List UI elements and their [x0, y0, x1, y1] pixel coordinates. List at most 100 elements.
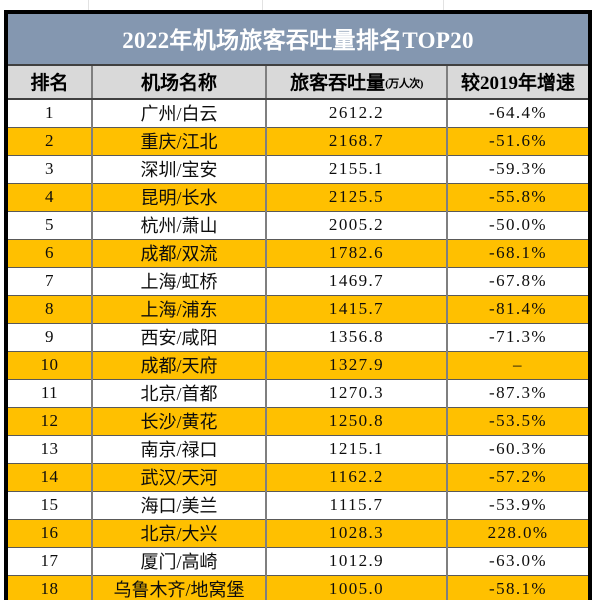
cell-throughput: 2125.5: [266, 183, 448, 212]
cell-throughput: 2005.2: [266, 211, 448, 240]
airport-ranking-table: 2022年机场旅客吞吐量排名TOP20 排名 机场名称 旅客吞吐量(万人次) 较…: [8, 14, 588, 600]
cell-growth: -51.6%: [447, 127, 588, 156]
table-row: 7 上海/虹桥 1469.7 -67.8%: [8, 267, 588, 296]
cell-growth: -67.8%: [447, 267, 588, 296]
table-row: 18 乌鲁木齐/地窝堡 1005.0 -58.1%: [8, 575, 588, 600]
cell-growth: -64.4%: [447, 99, 588, 128]
cell-rank: 11: [8, 379, 93, 408]
cell-rank: 18: [8, 575, 93, 600]
cell-airport: 上海/虹桥: [92, 267, 267, 296]
cell-growth: -58.1%: [447, 575, 588, 600]
cell-throughput: 1469.7: [266, 267, 448, 296]
cell-rank: 3: [8, 155, 93, 184]
cell-throughput: 2168.7: [266, 127, 448, 156]
column-header-throughput-label: 旅客吞吐量: [290, 72, 386, 94]
table-row: 6 成都/双流 1782.6 -68.1%: [8, 239, 588, 268]
cell-growth: -57.2%: [447, 463, 588, 492]
cell-growth: -53.5%: [447, 407, 588, 436]
column-header-throughput: 旅客吞吐量(万人次): [266, 65, 448, 100]
cell-rank: 17: [8, 547, 93, 576]
table-row: 9 西安/咸阳 1356.8 -71.3%: [8, 323, 588, 352]
cell-airport: 成都/双流: [92, 239, 267, 268]
cell-airport: 南京/禄口: [92, 435, 267, 464]
cell-growth: -59.3%: [447, 155, 588, 184]
cell-airport: 杭州/萧山: [92, 211, 267, 240]
cell-rank: 2: [8, 127, 93, 156]
table-header-row: 排名 机场名称 旅客吞吐量(万人次) 较2019年增速: [8, 65, 588, 100]
cell-rank: 8: [8, 295, 93, 324]
cell-growth: -50.0%: [447, 211, 588, 240]
cell-throughput: 1782.6: [266, 239, 448, 268]
table-row: 11 北京/首都 1270.3 -87.3%: [8, 379, 588, 408]
cell-airport: 乌鲁木齐/地窝堡: [92, 575, 267, 600]
table-row: 12 长沙/黄花 1250.8 -53.5%: [8, 407, 588, 436]
cell-rank: 13: [8, 435, 93, 464]
table-title-row: 2022年机场旅客吞吐量排名TOP20: [8, 14, 588, 66]
cell-airport: 重庆/江北: [92, 127, 267, 156]
cell-throughput: 2612.2: [266, 99, 448, 128]
table-row: 1 广州/白云 2612.2 -64.4%: [8, 99, 588, 128]
cell-throughput: 1162.2: [266, 463, 448, 492]
cell-throughput: 1005.0: [266, 575, 448, 600]
cell-growth: -55.8%: [447, 183, 588, 212]
cell-throughput: 1250.8: [266, 407, 448, 436]
table-row: 5 杭州/萧山 2005.2 -50.0%: [8, 211, 588, 240]
cell-airport: 成都/天府: [92, 351, 267, 380]
cell-airport: 武汉/天河: [92, 463, 267, 492]
cell-airport: 长沙/黄花: [92, 407, 267, 436]
cell-throughput: 1215.1: [266, 435, 448, 464]
sheet-gridline: [88, 0, 89, 10]
sheet-gridline: [443, 0, 444, 10]
column-header-airport: 机场名称: [92, 65, 267, 100]
cell-throughput: 1327.9: [266, 351, 448, 380]
cell-rank: 4: [8, 183, 93, 212]
cell-rank: 14: [8, 463, 93, 492]
cell-growth: –: [447, 351, 588, 380]
page-title: 2022年机场旅客吞吐量排名TOP20: [8, 14, 588, 66]
cell-airport: 西安/咸阳: [92, 323, 267, 352]
cell-throughput: 1270.3: [266, 379, 448, 408]
cell-rank: 1: [8, 99, 93, 128]
cell-growth: 228.0%: [447, 519, 588, 548]
cell-airport: 海口/美兰: [92, 491, 267, 520]
cell-airport: 广州/白云: [92, 99, 267, 128]
cell-growth: -87.3%: [447, 379, 588, 408]
table-row: 4 昆明/长水 2125.5 -55.8%: [8, 183, 588, 212]
cell-growth: -60.3%: [447, 435, 588, 464]
cell-throughput: 1012.9: [266, 547, 448, 576]
table-row: 10 成都/天府 1327.9–: [8, 351, 588, 380]
cell-throughput: 1028.3: [266, 519, 448, 548]
cell-growth: -53.9%: [447, 491, 588, 520]
table-body: 1 广州/白云 2612.2 -64.4% 2 重庆/江北 2168.7 -51.6% 3 深圳/…: [8, 99, 588, 600]
table-row: 2 重庆/江北 2168.7 -51.6%: [8, 127, 588, 156]
cell-rank: 16: [8, 519, 93, 548]
cell-rank: 10: [8, 351, 93, 380]
cell-airport: 深圳/宝安: [92, 155, 267, 184]
cell-rank: 7: [8, 267, 93, 296]
table-row: 14 武汉/天河 1162.2 -57.2%: [8, 463, 588, 492]
sheet-gridline: [262, 0, 263, 10]
cell-rank: 12: [8, 407, 93, 436]
table-row: 13 南京/禄口 1215.1 -60.3%: [8, 435, 588, 464]
table-row: 15 海口/美兰 1115.7 -53.9%: [8, 491, 588, 520]
table-row: 16 北京/大兴 1028.3 228.0%: [8, 519, 588, 548]
cell-growth: -71.3%: [447, 323, 588, 352]
table-row: 8 上海/浦东 1415.7 -81.4%: [8, 295, 588, 324]
cell-throughput: 2155.1: [266, 155, 448, 184]
cell-airport: 北京/大兴: [92, 519, 267, 548]
cell-throughput: 1115.7: [266, 491, 448, 520]
column-header-throughput-unit: (万人次): [385, 77, 423, 90]
column-header-rank: 排名: [8, 65, 93, 100]
cell-throughput: 1356.8: [266, 323, 448, 352]
cell-growth: -68.1%: [447, 239, 588, 268]
cell-rank: 9: [8, 323, 93, 352]
cell-rank: 5: [8, 211, 93, 240]
table-row: 17 厦门/高崎 1012.9 -63.0%: [8, 547, 588, 576]
cell-growth: -63.0%: [447, 547, 588, 576]
cell-airport: 北京/首都: [92, 379, 267, 408]
cell-rank: 6: [8, 239, 93, 268]
cell-throughput: 1415.7: [266, 295, 448, 324]
table-row: 3 深圳/宝安 2155.1 -59.3%: [8, 155, 588, 184]
cell-airport: 上海/浦东: [92, 295, 267, 324]
